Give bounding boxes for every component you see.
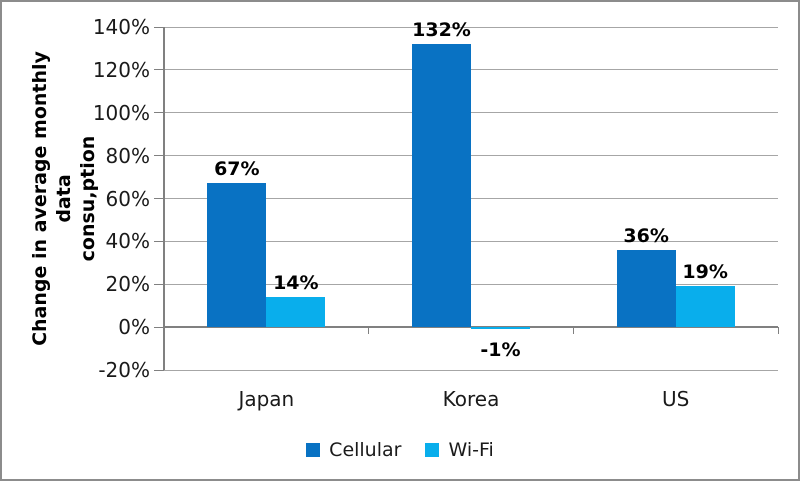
gridline xyxy=(164,112,778,114)
plot-area: 67% 14% 132% -1% 36% 19% xyxy=(154,19,779,371)
category-label-japan: Japan xyxy=(238,387,295,411)
legend: Cellular Wi-Fi xyxy=(2,438,798,462)
y-axis-tick-label: 60% xyxy=(105,186,150,211)
y-axis-tick-label: 80% xyxy=(105,143,150,168)
gridline xyxy=(164,69,778,71)
category-label-korea: Korea xyxy=(442,387,500,411)
gridline xyxy=(164,283,778,285)
legend-item-wifi: Wi-Fi xyxy=(425,439,494,461)
legend-item-cellular: Cellular xyxy=(306,440,401,460)
x-axis-tick xyxy=(777,327,779,335)
y-axis-tick-label: 100% xyxy=(92,100,150,125)
gridline xyxy=(164,198,778,199)
x-axis-tick xyxy=(572,327,574,335)
data-label-cellular-japan: 67% xyxy=(214,158,260,181)
data-label-wifi-us: 19% xyxy=(682,261,728,284)
y-axis-tick xyxy=(154,112,164,114)
data-label-cellular-korea: 132% xyxy=(412,19,471,42)
category-label-us: US xyxy=(661,387,690,411)
bar-wifi-korea xyxy=(471,327,530,330)
legend-label: Cellular xyxy=(329,439,402,461)
y-axis-tick xyxy=(154,198,164,199)
bar-cellular-korea xyxy=(412,44,471,328)
data-label-cellular-us: 36% xyxy=(623,224,669,247)
data-label-wifi-korea: -1% xyxy=(480,339,521,362)
bar-wifi-japan xyxy=(266,297,326,328)
y-axis-tick-label: 120% xyxy=(92,57,150,82)
y-axis-tick-label: 40% xyxy=(105,229,150,254)
gridline xyxy=(164,240,778,242)
y-axis-tick xyxy=(154,69,164,71)
y-axis-tick-label: 140% xyxy=(92,15,150,39)
legend-swatch-icon xyxy=(425,443,440,457)
legend-label: Wi-Fi xyxy=(448,439,494,461)
x-axis-tick xyxy=(368,327,370,335)
bar-cellular-japan xyxy=(207,183,267,328)
y-axis-tick xyxy=(154,369,164,371)
y-axis-tick xyxy=(154,155,164,157)
gridline xyxy=(164,26,778,28)
y-axis-tick-label: 0% xyxy=(118,315,150,340)
bar-wifi-us xyxy=(675,286,735,328)
y-axis-tick xyxy=(154,283,164,285)
y-axis-tick xyxy=(154,26,164,28)
y-axis-tick-label: -20% xyxy=(98,358,150,382)
y-axis-tick xyxy=(154,326,164,328)
y-axis-line xyxy=(163,27,165,370)
gridline xyxy=(164,155,778,157)
legend-swatch-icon xyxy=(306,443,321,457)
bar-cellular-us xyxy=(616,249,676,328)
gridline xyxy=(164,369,778,371)
data-label-wifi-japan: 14% xyxy=(273,272,319,295)
y-axis-tick xyxy=(154,240,164,242)
y-axis-tick-label: 20% xyxy=(105,272,150,297)
